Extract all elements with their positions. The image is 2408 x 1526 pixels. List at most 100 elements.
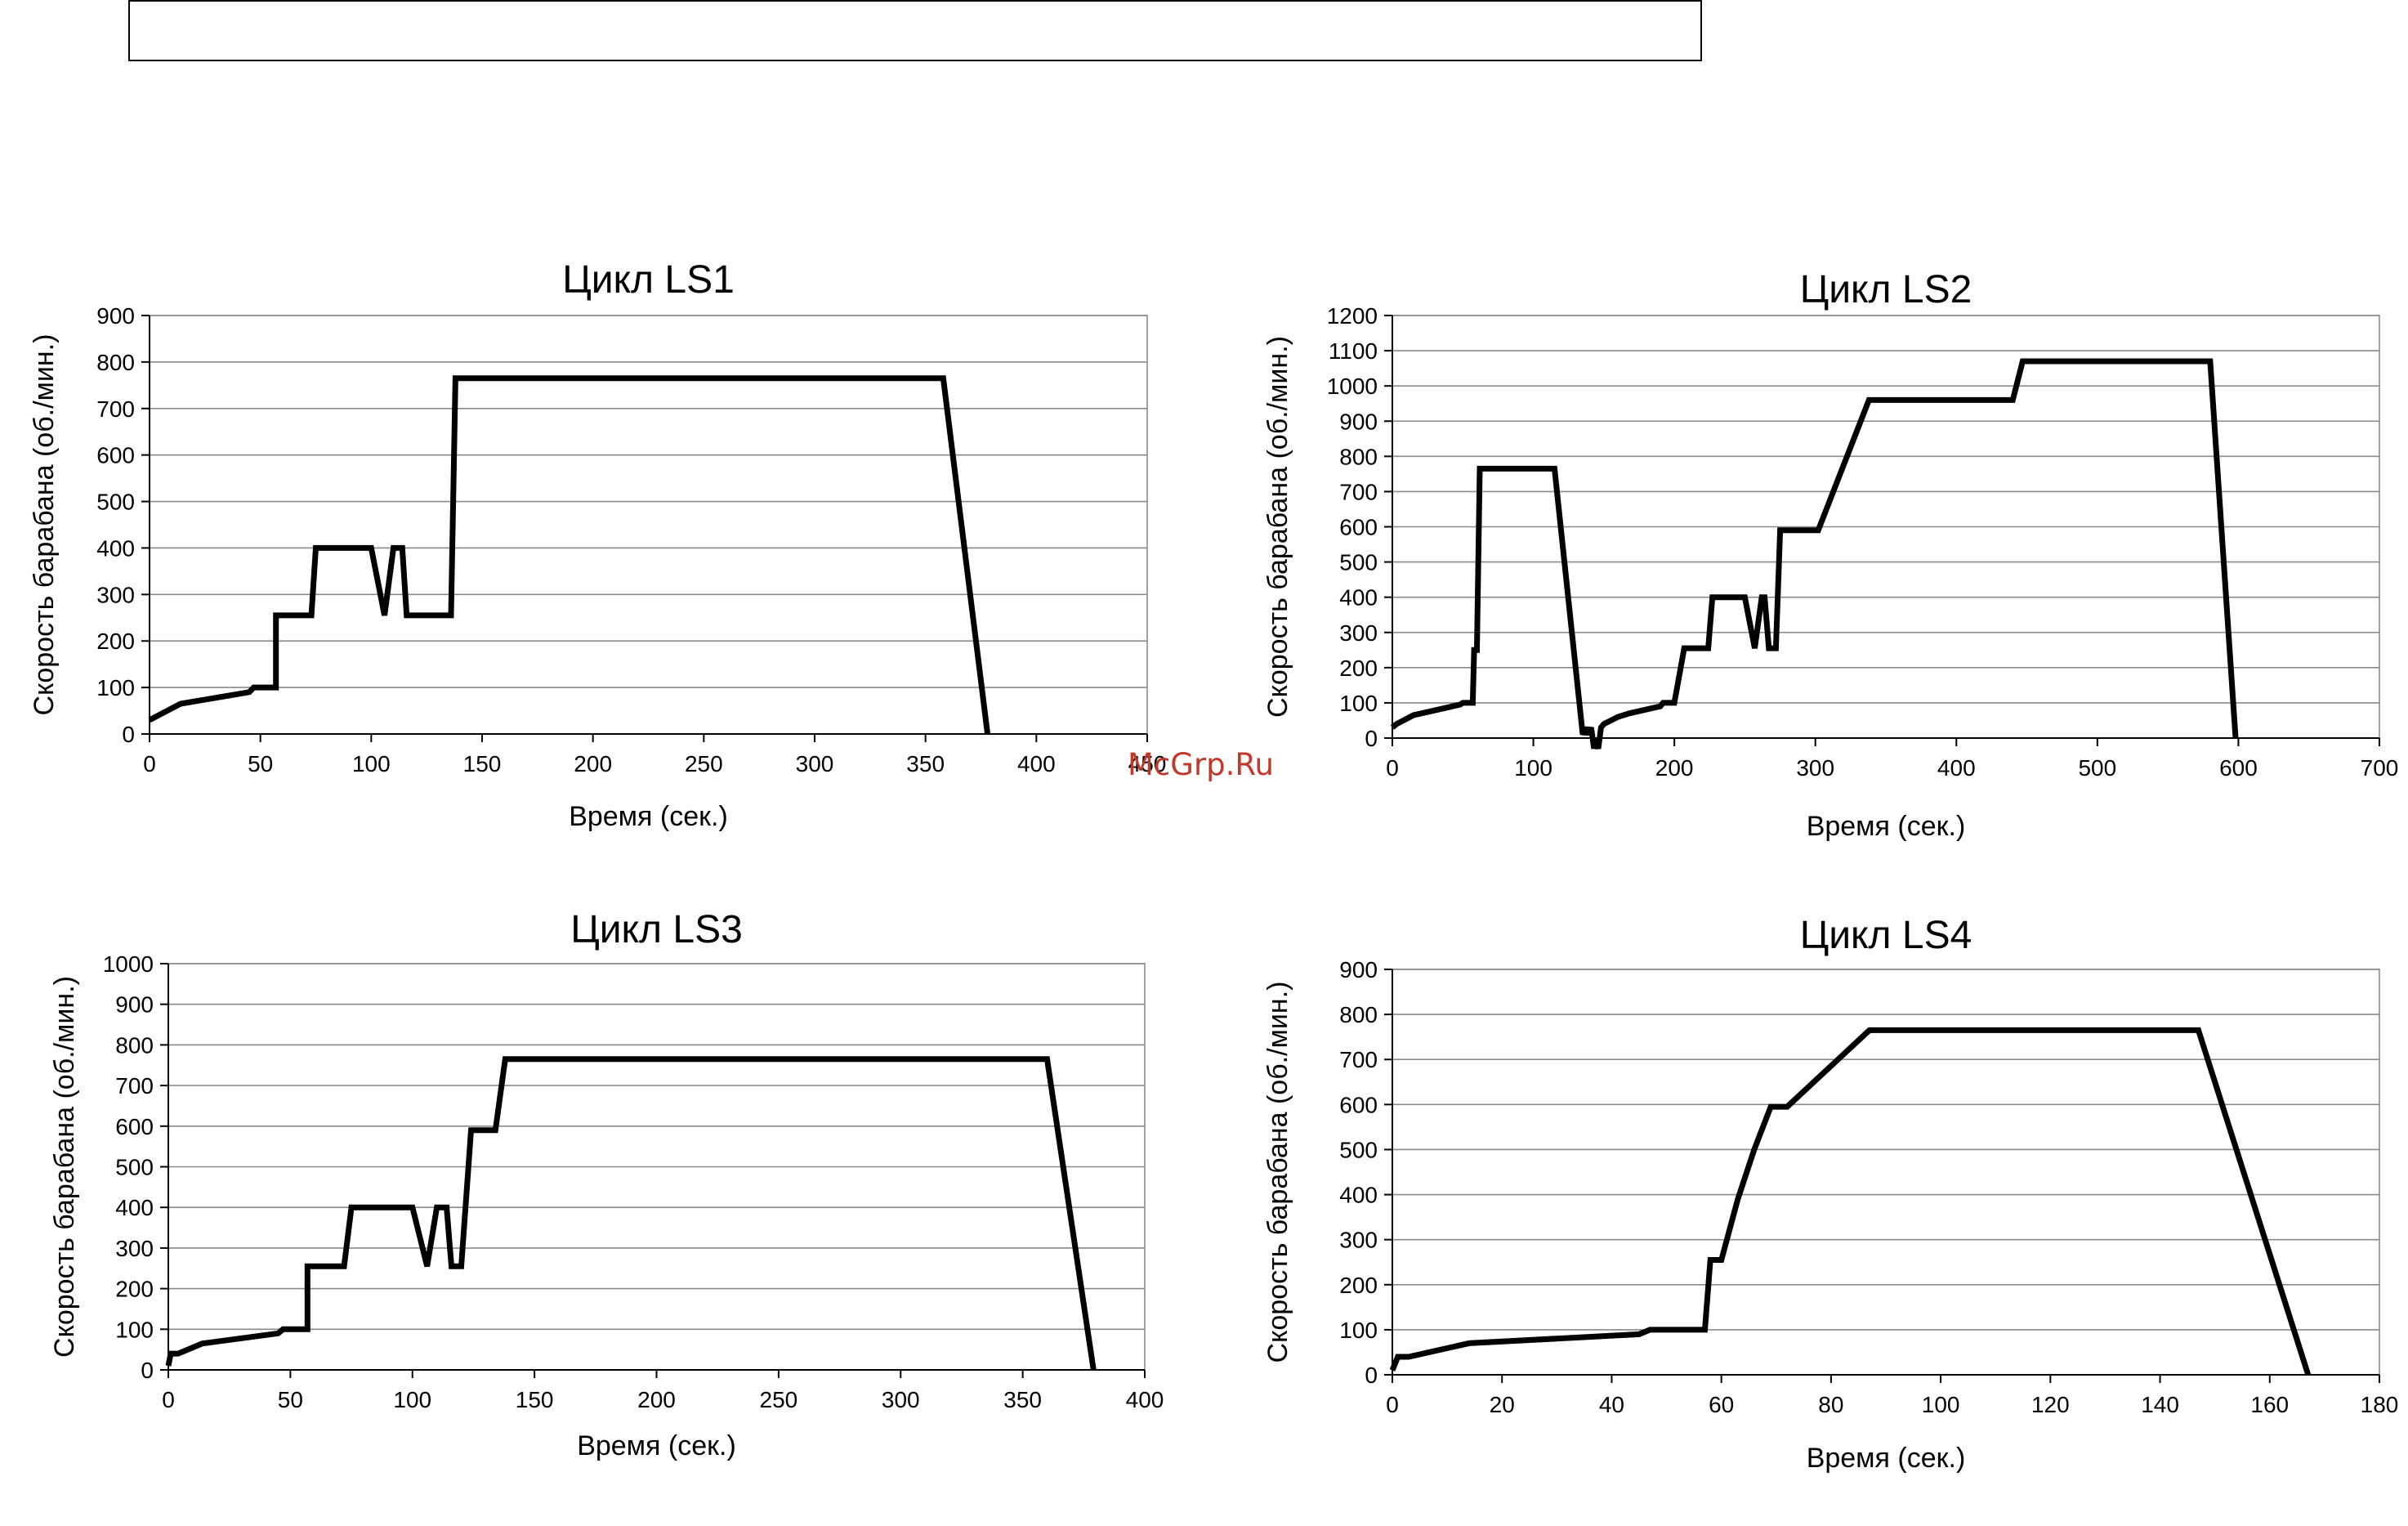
chart-2-title: Цикл LS2 xyxy=(1800,268,1972,311)
chart-4-ylabel: Скорость барабана (об./мин.) xyxy=(1262,982,1293,1363)
chart-2-xlabel: Время (сек.) xyxy=(1807,811,1966,842)
header-box xyxy=(128,0,1702,61)
chart-1-ytick-800: 800 xyxy=(96,350,135,375)
chart-1-series-1-line xyxy=(148,375,991,735)
chart-3-ytick-400: 400 xyxy=(115,1195,154,1220)
chart-4-ytick-100: 100 xyxy=(1339,1318,1378,1343)
chart-1-ytick-200: 200 xyxy=(96,629,135,654)
chart-2-xtick-700: 700 xyxy=(2361,755,2399,781)
chart-4-xtick-120: 120 xyxy=(2031,1392,2070,1417)
chart-2-xtick-300: 300 xyxy=(1796,755,1834,781)
chart-4-xtick-0: 0 xyxy=(1386,1392,1399,1417)
chart-1-xtick-100: 100 xyxy=(352,751,391,776)
chart-3-ytick-600: 600 xyxy=(115,1114,154,1139)
chart-2-ytick-900: 900 xyxy=(1339,409,1378,434)
chart-1-xtick-0: 0 xyxy=(143,751,156,776)
chart-2-ytick-400: 400 xyxy=(1339,585,1378,611)
chart-1-xlabel: Время (сек.) xyxy=(569,801,728,832)
chart-3-series-1-line xyxy=(165,1056,1097,1371)
chart-3-ytick-800: 800 xyxy=(115,1032,154,1058)
chart-2-xtick-100: 100 xyxy=(1514,755,1552,781)
watermark: McGrp.Ru xyxy=(1128,747,1274,782)
chart-3-ytick-100: 100 xyxy=(115,1317,154,1342)
chart-2-ytick-700: 700 xyxy=(1339,479,1378,504)
chart-3-ytick-500: 500 xyxy=(115,1155,154,1180)
chart-2-ytick-0: 0 xyxy=(1365,726,1378,751)
chart-1-ytick-300: 300 xyxy=(96,582,135,607)
chart-4-xtick-80: 80 xyxy=(1818,1392,1843,1417)
chart-2-xtick-0: 0 xyxy=(1386,755,1399,781)
chart-4-title: Цикл LS4 xyxy=(1800,914,1972,957)
chart-1-xtick-200: 200 xyxy=(574,751,612,776)
chart-3-xtick-150: 150 xyxy=(516,1387,554,1412)
chart-4-xlabel: Время (сек.) xyxy=(1807,1443,1966,1474)
chart-2-ylabel: Скорость барабана (об./мин.) xyxy=(1262,336,1293,718)
chart-4-xtick-140: 140 xyxy=(2141,1392,2179,1417)
chart-3-xtick-50: 50 xyxy=(278,1387,303,1412)
chart-4-xtick-100: 100 xyxy=(1922,1392,1960,1417)
chart-4-ytick-0: 0 xyxy=(1365,1363,1378,1388)
chart-4-ytick-500: 500 xyxy=(1339,1137,1378,1162)
chart-2-ytick-600: 600 xyxy=(1339,515,1378,540)
chart-2-ytick-200: 200 xyxy=(1339,656,1378,681)
chart-3-xtick-0: 0 xyxy=(162,1387,175,1412)
chart-4-ytick-400: 400 xyxy=(1339,1183,1378,1208)
chart-1-ytick-700: 700 xyxy=(96,396,135,422)
chart-4-ytick-900: 900 xyxy=(1339,957,1378,982)
chart-4-ytick-200: 200 xyxy=(1339,1273,1378,1298)
chart-3-xtick-300: 300 xyxy=(882,1387,920,1412)
chart-2-xtick-600: 600 xyxy=(2219,755,2258,781)
chart-3-ytick-700: 700 xyxy=(115,1073,154,1099)
chart-4-xtick-60: 60 xyxy=(1709,1392,1734,1417)
chart-2-xtick-400: 400 xyxy=(1937,755,1976,781)
chart-4-xtick-180: 180 xyxy=(2361,1392,2399,1417)
chart-4-ytick-800: 800 xyxy=(1339,1002,1378,1027)
chart-2-ytick-300: 300 xyxy=(1339,620,1378,646)
chart-2-ytick-800: 800 xyxy=(1339,444,1378,469)
chart-3-xtick-350: 350 xyxy=(1003,1387,1042,1412)
chart-2-ytick-1200: 1200 xyxy=(1327,303,1378,329)
chart-2-series-1-line xyxy=(1390,358,2239,750)
chart-2-xtick-500: 500 xyxy=(2078,755,2116,781)
chart-4-ytick-700: 700 xyxy=(1339,1047,1378,1072)
chart-3-xtick-200: 200 xyxy=(637,1387,676,1412)
chart-1-xtick-250: 250 xyxy=(685,751,723,776)
chart-1-title: Цикл LS1 xyxy=(562,258,735,302)
chart-3-xtick-250: 250 xyxy=(760,1387,798,1412)
chart-3-ytick-900: 900 xyxy=(115,992,154,1018)
chart-4-ytick-600: 600 xyxy=(1339,1092,1378,1117)
chart-4-series-1-line xyxy=(1389,1027,2312,1376)
chart-4-xtick-160: 160 xyxy=(2250,1392,2289,1417)
chart-4-xtick-20: 20 xyxy=(1490,1392,1515,1417)
chart-1-ytick-500: 500 xyxy=(96,490,135,515)
chart-1-xtick-300: 300 xyxy=(796,751,834,776)
chart-1-ytick-900: 900 xyxy=(96,303,135,329)
chart-3-xtick-100: 100 xyxy=(393,1387,431,1412)
chart-1-xtick-400: 400 xyxy=(1017,751,1056,776)
chart-3-ytick-200: 200 xyxy=(115,1277,154,1302)
chart-3-xtick-400: 400 xyxy=(1126,1387,1164,1412)
chart-2-ytick-1100: 1100 xyxy=(1329,338,1378,364)
chart-1-xtick-50: 50 xyxy=(248,751,273,776)
chart-1-ytick-400: 400 xyxy=(96,535,135,561)
chart-1-ytick-100: 100 xyxy=(96,675,135,700)
chart-1-ylabel: Скорость барабана (об./мин.) xyxy=(29,334,60,716)
chart-4-ytick-300: 300 xyxy=(1339,1228,1378,1253)
chart-3-title: Цикл LS3 xyxy=(570,908,743,951)
chart-3-ylabel: Скорость барабана (об./мин.) xyxy=(49,976,80,1358)
chart-1-xtick-350: 350 xyxy=(906,751,945,776)
chart-3-ytick-0: 0 xyxy=(141,1358,154,1383)
chart-1-xtick-150: 150 xyxy=(463,751,502,776)
chart-1-ytick-600: 600 xyxy=(96,443,135,468)
chart-1-ytick-0: 0 xyxy=(122,722,135,747)
chart-2-ytick-1000: 1000 xyxy=(1327,374,1378,399)
chart-2-ytick-500: 500 xyxy=(1339,550,1378,575)
chart-2-ytick-100: 100 xyxy=(1339,691,1378,716)
chart-3-ytick-300: 300 xyxy=(115,1236,154,1261)
chart-2-xtick-200: 200 xyxy=(1655,755,1694,781)
chart-3-xlabel: Время (сек.) xyxy=(577,1430,736,1461)
chart-4-xtick-40: 40 xyxy=(1599,1392,1624,1417)
chart-1-xtick-450: 450 xyxy=(1128,751,1167,776)
chart-3-ytick-1000: 1000 xyxy=(103,951,154,977)
